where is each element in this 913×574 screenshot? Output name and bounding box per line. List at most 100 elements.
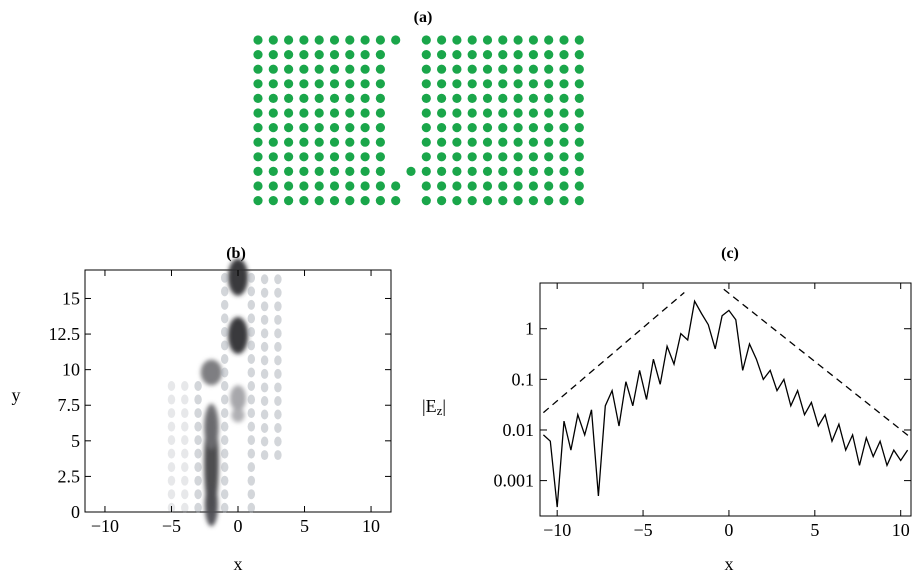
lattice-rod [452,196,462,206]
field-density-speckle [167,272,282,513]
lattice-rod [268,50,278,60]
lattice-rod [452,35,462,45]
lattice-rod [513,196,523,206]
heatmap-sidelobe [167,408,176,419]
lattice-rod [482,93,493,103]
lattice-rod [452,79,462,89]
lattice-rod [375,64,385,74]
lattice-rod [421,137,431,147]
lattice-rod [299,50,309,60]
heatmap-sidelobe [181,475,189,486]
heatmap-sidelobe [260,409,269,420]
heatmap-sidelobe [247,475,256,486]
panel-c: (c) −10 −5 0 5 10 0.001 0.01 0.1 1 x |Ez| [422,245,912,574]
lattice-rod [437,123,447,133]
heatmap-sidelobe [247,340,256,351]
lattice-rod [360,166,370,176]
heatmap-sidelobe [247,408,256,419]
lattice-rod [421,79,431,89]
lattice-rod [329,64,340,74]
lattice-rod [299,79,309,89]
lattice-rod [360,123,370,133]
photonic-crystal-lattice [253,35,584,206]
heatmap-sidelobe [247,462,256,473]
panel-b-ytick-label: 10 [62,360,80,380]
heatmap-sidelobe [194,475,202,486]
lattice-rod [375,166,385,176]
lattice-rod [253,181,263,191]
lattice-rod [360,152,370,162]
lattice-rod [452,64,462,74]
lattice-rod [314,79,324,89]
heatmap-sidelobe [274,301,282,312]
lattice-rod [482,196,493,206]
lattice-rod [559,108,569,118]
lattice-rod [375,79,385,89]
heatmap-sidelobe [194,502,202,513]
lattice-rod [544,196,554,206]
lattice-rod [437,79,447,89]
lattice-rod [360,181,370,191]
lattice-rod [284,50,294,60]
field-profile-plot [542,288,912,508]
lattice-rod [421,196,431,206]
heatmap-sidelobe [274,274,282,285]
panel-b-xtick-label: 0 [234,516,243,536]
lattice-rod [299,181,309,191]
heatmap-sidelobe [220,448,229,459]
lattice-rod [284,181,294,191]
heatmap-sidelobe [220,326,229,337]
heatmap-sidelobe [247,502,256,513]
lattice-rod [253,166,263,176]
heatmap-sidelobe [194,435,202,446]
panel-c-xtick-label: 5 [810,520,819,540]
heatmap-sidelobe [247,299,256,310]
lattice-rod [314,50,324,60]
heatmap-sidelobe [260,395,269,406]
lattice-rod [452,166,462,176]
lattice-rod [498,181,508,191]
lattice-rod [544,166,554,176]
lattice-rod [329,35,340,45]
lattice-rod [314,35,324,45]
lattice-rod [467,64,477,74]
lattice-rod [498,137,508,147]
panel-b-label: (b) [226,245,246,262]
lattice-rod [437,64,447,74]
lattice-rod [528,123,539,133]
lattice-rod [375,152,385,162]
heatmap-blob [200,359,223,386]
lattice-rod [284,93,294,103]
lattice-rod [544,137,554,147]
lattice-rod [482,137,493,147]
lattice-rod [528,152,539,162]
heatmap-sidelobe [181,462,189,473]
lattice-rod [437,137,447,147]
heatmap-sidelobe [194,462,202,473]
lattice-rod [467,123,477,133]
lattice-rod [314,64,324,74]
lattice-rod [467,93,477,103]
heatmap-sidelobe [220,367,229,378]
lattice-rod [467,79,477,89]
lattice-rod [284,137,294,147]
lattice-rod [345,166,355,176]
lattice-rod [253,108,263,118]
lattice-rod [482,152,493,162]
lattice-rod [360,64,370,74]
lattice-rod [574,64,584,74]
lattice-rod [421,93,431,103]
lattice-rod [253,137,263,147]
heatmap-sidelobe [220,408,229,419]
heatmap-sidelobe [167,421,176,432]
lattice-rod [421,50,431,60]
lattice-rod [314,137,324,147]
lattice-rod [284,166,294,176]
field-density-map [200,258,248,527]
heatmap-sidelobe [260,328,269,339]
lattice-rod [544,35,554,45]
panel-b-ytick-label: 15 [62,288,80,308]
lattice-rod [284,123,294,133]
lattice-rod [253,35,263,45]
heatmap-sidelobe [274,450,282,461]
